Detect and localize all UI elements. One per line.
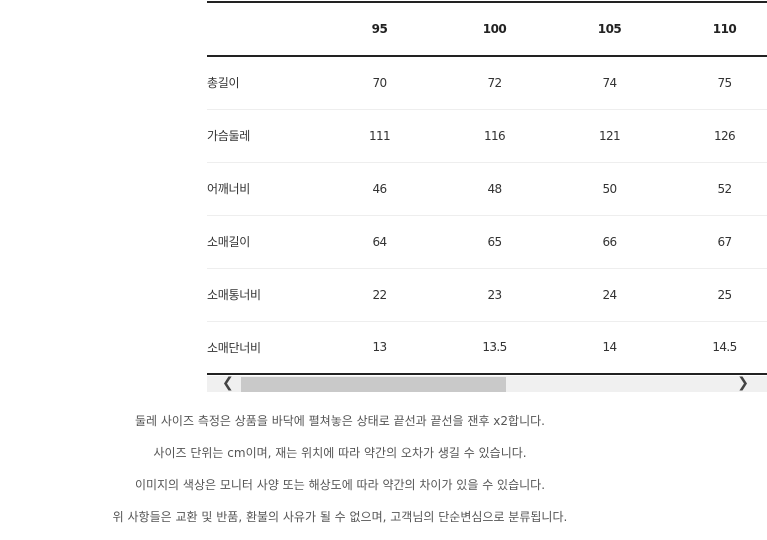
table-cell: 126 <box>713 128 736 143</box>
table-cell: 48 <box>487 181 502 196</box>
table-cell: 121 <box>598 128 621 143</box>
header-row: 95 100 105 110 <box>207 2 767 56</box>
header-blank <box>207 2 322 56</box>
scroll-left-icon[interactable]: ❮ <box>222 375 234 391</box>
size-table: 95 100 105 110 총길이 70 72 74 75 가슴둘레 111 116 121 1… <box>207 1 767 375</box>
horizontal-scrollbar[interactable]: ❮ ❯ <box>207 375 767 392</box>
table-cell: 66 <box>602 234 617 249</box>
scrollbar-thumb[interactable] <box>241 377 506 392</box>
note-text: 둘레 사이즈 측정은 상품을 바닥에 펼쳐놓은 상태로 끝선과 끝선을 잰후 x… <box>135 414 545 428</box>
header-size: 95 <box>371 22 388 36</box>
table-cell: 111 <box>368 128 391 143</box>
table-cell: 74 <box>602 75 617 90</box>
row-label: 소매길이 <box>207 235 250 249</box>
note-text: 위 사항들은 교환 및 반품, 환불의 사유가 될 수 없으며, 고객님의 단순… <box>112 510 568 524</box>
size-notes: 둘레 사이즈 측정은 상품을 바닥에 펼쳐놓은 상태로 끝선과 끝선을 잰후 x… <box>0 412 680 540</box>
table-cell: 25 <box>717 287 732 302</box>
row-label: 소매단너비 <box>207 340 261 355</box>
table-row: 소매길이 64 65 66 67 <box>207 215 767 268</box>
row-label: 총길이 <box>207 76 240 91</box>
table-cell: 13 <box>372 340 387 355</box>
table-row: 어깨너비 46 48 50 52 <box>207 162 767 215</box>
table-cell: 50 <box>602 181 617 196</box>
table-cell: 67 <box>717 234 732 249</box>
table-cell: 14 <box>602 340 617 355</box>
table-row: 가슴둘레 111 116 121 126 <box>207 109 767 162</box>
table-cell: 46 <box>372 181 387 196</box>
note-text: 이미지의 색상은 모니터 사양 또는 해상도에 따라 약간의 차이가 있을 수 … <box>134 478 546 492</box>
table-cell: 64 <box>372 234 387 249</box>
header-size: 105 <box>597 22 622 36</box>
row-label: 소매통너비 <box>207 288 261 302</box>
table-cell: 22 <box>372 287 387 302</box>
table-cell: 13.5 <box>482 340 507 355</box>
scroll-right-icon[interactable]: ❯ <box>737 375 749 391</box>
row-label: 어깨너비 <box>207 182 250 196</box>
table-cell: 65 <box>487 234 502 249</box>
header-size: 110 <box>712 22 737 36</box>
table-row: 소매통너비 22 23 24 25 <box>207 268 767 321</box>
table-cell: 70 <box>372 75 387 90</box>
table-cell: 14.5 <box>712 340 737 355</box>
table-cell: 24 <box>602 287 617 302</box>
table-cell: 23 <box>487 287 502 302</box>
header-size: 100 <box>482 22 507 36</box>
note-text: 사이즈 단위는 cm이며, 재는 위치에 따라 약간의 오차가 생길 수 있습니… <box>153 446 527 460</box>
table-row: 소매단너비 13 13.5 14 14.5 <box>207 321 767 374</box>
table-cell: 116 <box>483 128 506 143</box>
table-cell: 52 <box>717 181 732 196</box>
size-table-container: 95 100 105 110 총길이 70 72 74 75 가슴둘레 111 116 121 1… <box>207 1 767 375</box>
row-label: 가슴둘레 <box>207 129 250 143</box>
table-row: 총길이 70 72 74 75 <box>207 56 767 109</box>
table-cell: 75 <box>717 75 732 90</box>
table-cell: 72 <box>487 75 502 90</box>
